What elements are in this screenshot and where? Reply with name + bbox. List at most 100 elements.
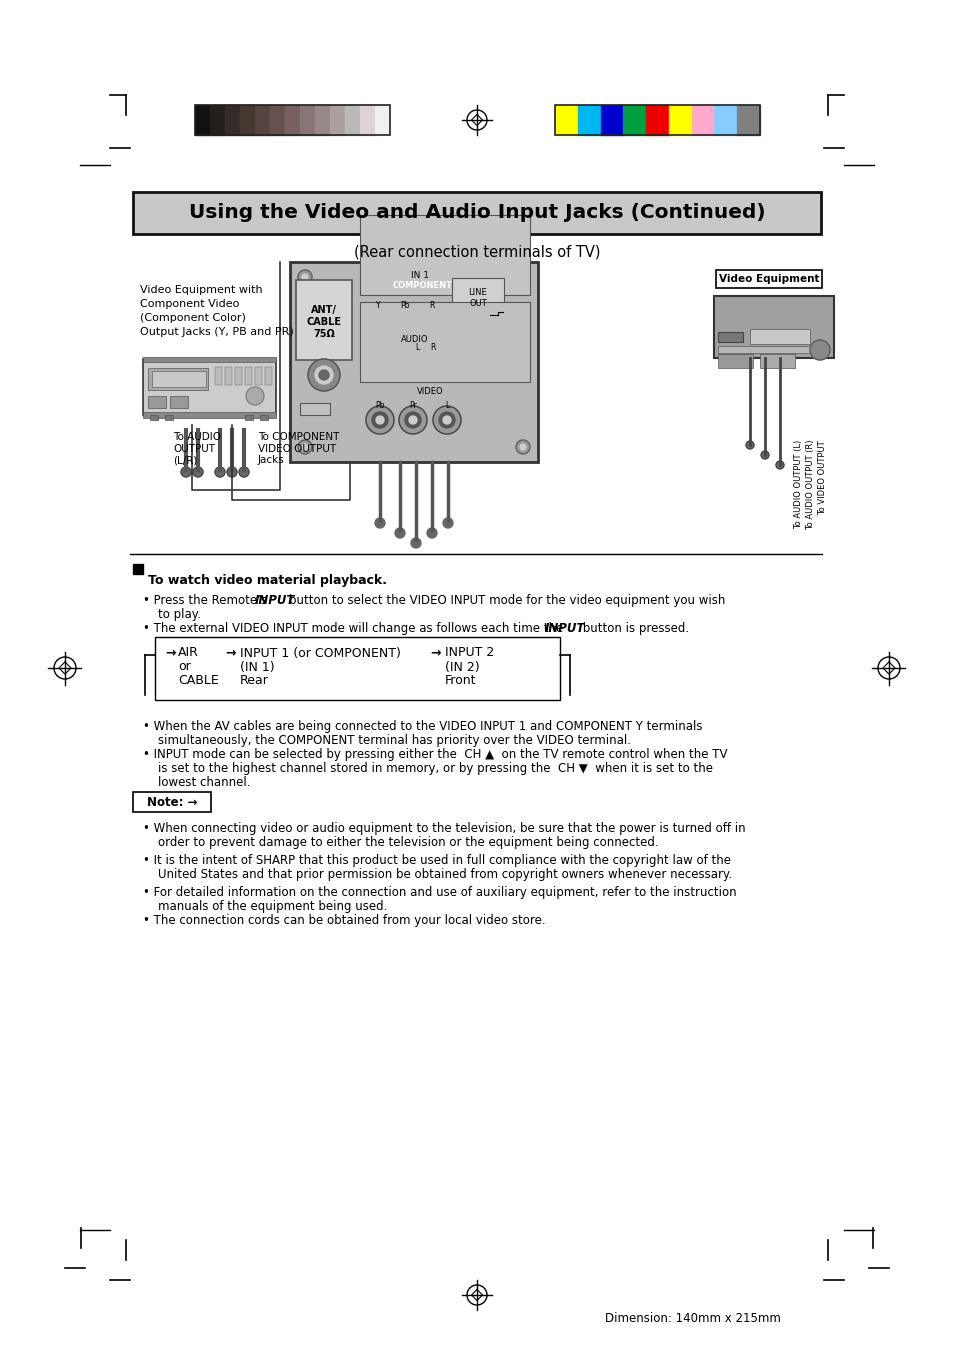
Text: LINE
OUT: LINE OUT <box>468 288 487 308</box>
Bar <box>150 415 158 420</box>
Bar <box>359 215 530 295</box>
Circle shape <box>410 345 430 365</box>
Bar <box>290 262 537 462</box>
Bar <box>210 105 225 135</box>
Text: →: → <box>165 647 175 659</box>
Bar <box>154 638 559 700</box>
Bar <box>225 367 232 385</box>
Bar <box>170 396 188 408</box>
Bar <box>622 105 645 135</box>
Text: INPUT 2: INPUT 2 <box>444 647 494 659</box>
Circle shape <box>433 407 460 434</box>
Text: R: R <box>429 301 435 311</box>
Bar <box>645 105 668 135</box>
Bar <box>359 303 530 382</box>
Text: L: L <box>444 401 449 411</box>
Text: order to prevent damage to either the television or the equipment being connecte: order to prevent damage to either the te… <box>158 836 658 848</box>
Text: • Press the Remote’s: • Press the Remote’s <box>143 594 271 607</box>
Text: INPUT 1 (or COMPONENT): INPUT 1 (or COMPONENT) <box>240 647 400 659</box>
Text: Video Equipment with: Video Equipment with <box>140 285 262 295</box>
Bar <box>691 105 714 135</box>
Bar <box>260 415 268 420</box>
Text: • It is the intent of SHARP that this product be used in full compliance with th: • It is the intent of SHARP that this pr… <box>143 854 730 867</box>
Text: →: → <box>225 647 235 659</box>
Text: • When the AV cables are being connected to the VIDEO INPUT 1 and COMPONENT Y te: • When the AV cables are being connected… <box>143 720 701 734</box>
Bar <box>718 354 752 367</box>
Text: →: → <box>430 647 440 659</box>
Bar <box>375 105 390 135</box>
Text: (Component Color): (Component Color) <box>140 313 246 323</box>
Text: L: L <box>415 343 418 353</box>
Text: Front: Front <box>444 674 476 688</box>
Text: To AUDIO OUTPUT (L): To AUDIO OUTPUT (L) <box>793 440 802 530</box>
Circle shape <box>809 340 829 359</box>
Text: COMPONENT: COMPONENT <box>393 281 453 289</box>
Bar <box>714 105 737 135</box>
Bar <box>760 354 794 367</box>
Text: IN 1: IN 1 <box>411 272 429 281</box>
Bar <box>749 330 809 345</box>
Bar <box>270 105 285 135</box>
Text: AIR: AIR <box>178 647 198 659</box>
Text: button to select the VIDEO INPUT mode for the video equipment you wish: button to select the VIDEO INPUT mode fo… <box>289 594 724 607</box>
Circle shape <box>438 412 455 428</box>
Text: AUDIO: AUDIO <box>401 335 428 345</box>
Circle shape <box>214 467 225 477</box>
Text: R: R <box>430 343 435 353</box>
Circle shape <box>405 412 420 428</box>
Text: To watch video material playback.: To watch video material playback. <box>148 574 387 586</box>
Bar <box>132 563 143 574</box>
Text: Y: Y <box>375 301 380 311</box>
Bar <box>152 372 206 386</box>
Circle shape <box>181 467 191 477</box>
Circle shape <box>297 440 312 454</box>
Circle shape <box>414 349 426 361</box>
Text: button is pressed.: button is pressed. <box>578 621 688 635</box>
Bar <box>245 367 252 385</box>
Circle shape <box>516 270 530 284</box>
Text: • INPUT mode can be selected by pressing either the  CH ▲  on the TV remote cont: • INPUT mode can be selected by pressing… <box>143 748 727 761</box>
Circle shape <box>227 467 236 477</box>
Bar <box>194 105 210 135</box>
Circle shape <box>438 349 451 361</box>
Circle shape <box>302 274 308 280</box>
Text: Rear: Rear <box>240 674 269 688</box>
Bar <box>245 415 253 420</box>
Text: CABLE: CABLE <box>178 674 218 688</box>
Text: To VIDEO OUTPUT: To VIDEO OUTPUT <box>817 440 826 515</box>
Text: United States and that prior permission be obtained from copyright owners whenev: United States and that prior permission … <box>158 867 731 881</box>
Circle shape <box>775 461 783 469</box>
Bar <box>265 367 272 385</box>
Circle shape <box>409 416 416 424</box>
Circle shape <box>442 416 451 424</box>
Circle shape <box>302 444 308 450</box>
Circle shape <box>417 311 446 339</box>
Bar <box>299 403 330 415</box>
Circle shape <box>314 366 333 384</box>
Circle shape <box>366 407 394 434</box>
Circle shape <box>308 359 339 390</box>
Bar <box>143 359 275 415</box>
Circle shape <box>745 440 753 449</box>
Text: Video Equipment: Video Equipment <box>718 274 819 284</box>
Text: (Rear connection terminals of TV): (Rear connection terminals of TV) <box>354 245 599 259</box>
Bar <box>578 105 600 135</box>
Text: simultaneously, the COMPONENT terminal has priority over the VIDEO terminal.: simultaneously, the COMPONENT terminal h… <box>158 734 630 747</box>
Text: Note: →: Note: → <box>147 796 197 808</box>
Circle shape <box>246 386 264 405</box>
Bar <box>240 105 254 135</box>
Text: To AUDIO
OUTPUT
(L/R): To AUDIO OUTPUT (L/R) <box>172 432 221 465</box>
Text: Pb: Pb <box>375 401 384 411</box>
Bar <box>330 105 345 135</box>
Text: • The connection cords can be obtained from your local video store.: • The connection cords can be obtained f… <box>143 915 545 927</box>
Bar <box>718 346 825 353</box>
Bar <box>254 105 270 135</box>
Bar <box>452 278 503 317</box>
Bar <box>165 415 172 420</box>
Bar <box>359 105 375 135</box>
Circle shape <box>398 407 427 434</box>
Bar <box>713 296 833 358</box>
Bar <box>285 105 299 135</box>
Circle shape <box>441 353 448 358</box>
Circle shape <box>428 322 436 330</box>
